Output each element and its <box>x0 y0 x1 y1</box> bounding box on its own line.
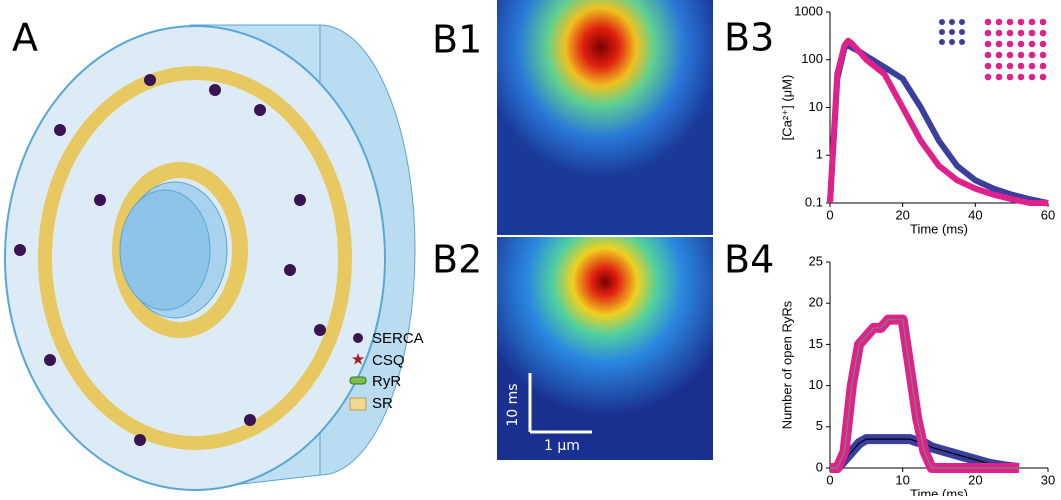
dot <box>1007 41 1014 48</box>
dot <box>939 29 945 35</box>
x-axis-label: Time (ms) <box>910 221 968 236</box>
series-band <box>830 41 1048 203</box>
scale-label: 10 ms <box>505 383 521 426</box>
y-axis-label: Number of open RyRs <box>779 300 794 429</box>
y-tick-label: 10 <box>809 377 823 392</box>
y-tick-label: 20 <box>809 295 823 310</box>
dot <box>959 29 965 35</box>
dot <box>996 74 1003 81</box>
dot <box>985 63 992 70</box>
dot-icons <box>939 19 1046 81</box>
dot <box>1029 52 1036 59</box>
dot <box>959 19 965 25</box>
dot <box>1040 52 1047 59</box>
dot <box>949 19 955 25</box>
y-tick-label: 10 <box>809 99 823 114</box>
dot <box>996 52 1003 59</box>
dot <box>1040 41 1047 48</box>
x-tick-label: 0 <box>826 207 833 222</box>
y-tick-label: 0.1 <box>805 194 823 209</box>
x-tick-label: 40 <box>968 207 982 222</box>
y-tick-label: 100 <box>801 51 823 66</box>
dot <box>985 19 992 26</box>
x-tick-label: 20 <box>895 207 909 222</box>
dot <box>1007 30 1014 37</box>
dot <box>1040 74 1047 81</box>
dot <box>996 30 1003 37</box>
cylinder-diagram <box>5 25 415 490</box>
dot <box>985 52 992 59</box>
legend-label: SERCA <box>372 330 424 347</box>
dot <box>996 63 1003 70</box>
dot <box>996 19 1003 26</box>
dot <box>1040 30 1047 37</box>
dot <box>949 39 955 45</box>
dot <box>1018 74 1025 81</box>
dot <box>1018 41 1025 48</box>
dot <box>996 41 1003 48</box>
dot <box>1007 63 1014 70</box>
panel-label: B2 <box>432 238 482 282</box>
y-tick-label: 0 <box>816 459 823 474</box>
x-tick-label: 10 <box>895 472 909 487</box>
dot <box>959 39 965 45</box>
y-tick-label: 25 <box>809 253 823 268</box>
dot <box>1007 74 1014 81</box>
dot <box>1018 52 1025 59</box>
x-tick-label: 20 <box>968 472 982 487</box>
panel-label: A <box>12 16 38 60</box>
dot <box>985 30 992 37</box>
panel-label: B1 <box>432 18 482 62</box>
dot <box>985 74 992 81</box>
scale-label: 1 μm <box>544 438 580 454</box>
legend-label: CSQ <box>372 352 405 369</box>
y-axis-label: [Ca²⁺] (μM) <box>779 75 794 141</box>
x-tick-label: 30 <box>1041 472 1055 487</box>
x-tick-label: 0 <box>826 472 833 487</box>
heatmap <box>497 0 713 235</box>
dot <box>1029 74 1036 81</box>
dot <box>1029 19 1036 26</box>
x-tick-label: 60 <box>1041 207 1055 222</box>
dot <box>939 19 945 25</box>
dot <box>939 39 945 45</box>
dot <box>1007 52 1014 59</box>
dot <box>949 29 955 35</box>
dot <box>1029 41 1036 48</box>
dot <box>1018 63 1025 70</box>
dot <box>1018 30 1025 37</box>
y-tick-label: 15 <box>809 336 823 351</box>
legend-label: RyR <box>372 373 401 390</box>
dot <box>1029 30 1036 37</box>
dot <box>1040 63 1047 70</box>
panel-label: B3 <box>724 16 774 60</box>
y-tick-label: 1 <box>816 147 823 162</box>
series-band <box>830 45 1048 203</box>
dot <box>1018 19 1025 26</box>
legend-label: SR <box>372 395 393 412</box>
dot <box>985 41 992 48</box>
y-tick-label: 1000 <box>794 3 823 18</box>
x-axis-label: Time (ms) <box>910 486 968 496</box>
figure: A B1 B2 B3 B4 ★ SERCA CSQ RyR SR 10 ms 1… <box>0 0 1061 496</box>
y-tick-label: 5 <box>816 418 823 433</box>
dot <box>1007 19 1014 26</box>
dot <box>1040 19 1047 26</box>
dot <box>1029 63 1036 70</box>
svg-text:★: ★ <box>351 350 365 369</box>
panel-label: B4 <box>724 238 774 282</box>
